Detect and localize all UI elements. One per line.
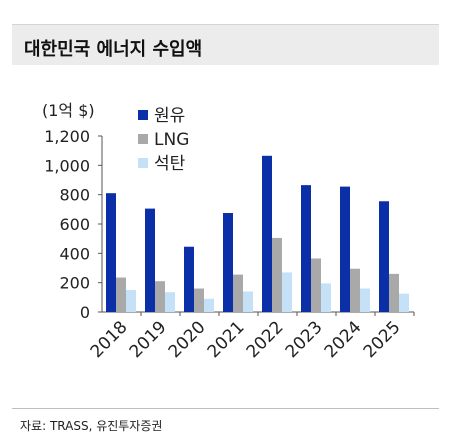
y-unit-label: (1억 $) <box>42 101 95 120</box>
bar-lng <box>389 273 399 312</box>
y-tick-label: 1,000 <box>44 156 90 175</box>
title-band: 대한민국 에너지 수입액 <box>12 24 439 65</box>
bar-crude <box>223 213 233 312</box>
legend-label: 석탄 <box>154 154 186 174</box>
x-tick-label: 2019 <box>126 317 171 362</box>
y-tick-label: 200 <box>59 274 90 293</box>
bar-crude <box>145 208 155 312</box>
bar-lng <box>155 281 165 312</box>
y-tick-label: 400 <box>59 244 90 263</box>
x-tick-label: 2021 <box>204 317 249 362</box>
source-divider <box>12 408 439 409</box>
x-tick-label: 2025 <box>360 317 405 362</box>
chart-title: 대한민국 에너지 수입액 <box>24 39 203 60</box>
y-tick-label: 800 <box>59 186 90 205</box>
bar-crude <box>340 186 350 312</box>
bar-crude <box>184 246 194 312</box>
bar-coal <box>126 290 136 312</box>
legend-swatch <box>138 110 148 120</box>
bar-lng <box>116 277 126 312</box>
source-note: 자료: TRASS, 유진투자증권 <box>20 419 163 433</box>
bar-lng <box>311 258 321 312</box>
bar-coal <box>243 291 253 312</box>
bar-lng <box>272 237 282 312</box>
bar-crude <box>301 185 311 312</box>
bar-coal <box>321 283 331 312</box>
x-tick-label: 2018 <box>87 317 132 362</box>
legend-swatch <box>138 158 148 168</box>
x-tick-label: 2020 <box>165 317 210 362</box>
bar-crude <box>106 193 116 312</box>
y-tick-label: 600 <box>59 215 90 234</box>
legend-label: LNG <box>154 130 189 150</box>
bar-crude <box>262 155 272 312</box>
bar-coal <box>282 272 292 312</box>
y-tick-label: 0 <box>80 303 90 322</box>
x-tick-label: 2022 <box>243 317 288 362</box>
bar-lng <box>233 274 243 312</box>
bar-coal <box>360 288 370 312</box>
legend-swatch <box>138 134 148 144</box>
bar-lng <box>350 268 360 312</box>
bar-lng <box>194 288 204 312</box>
legend-label: 원유 <box>154 106 185 126</box>
bar-coal <box>399 293 409 312</box>
y-tick-label: 1,200 <box>44 127 90 146</box>
bar-coal <box>165 292 175 312</box>
x-tick-label: 2024 <box>321 317 366 362</box>
x-tick-label: 2023 <box>282 317 327 362</box>
bar-crude <box>379 201 389 312</box>
bar-coal <box>204 298 214 312</box>
